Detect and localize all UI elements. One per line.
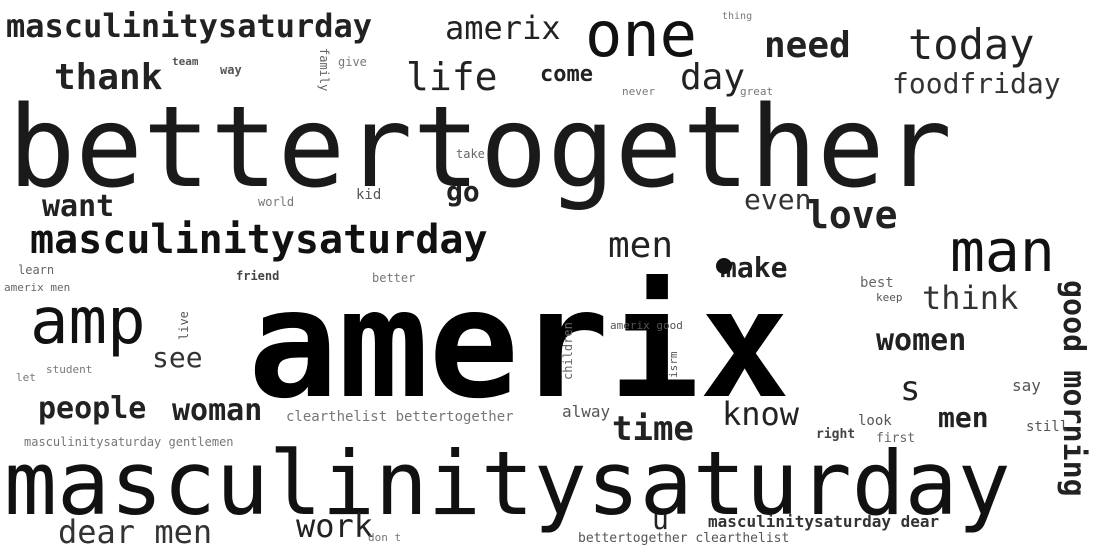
word-dont: don t bbox=[368, 531, 402, 544]
word-team: team bbox=[172, 55, 199, 68]
word-bettertogether: bettertogether bbox=[8, 83, 953, 213]
word-men-right: men bbox=[938, 401, 989, 434]
word-people: people bbox=[38, 391, 147, 426]
word-foodfriday: foodfriday bbox=[892, 67, 1061, 100]
word-go: go bbox=[446, 175, 480, 208]
word-alway: alway bbox=[562, 402, 611, 421]
word-come: come bbox=[540, 62, 593, 87]
word-know: know bbox=[722, 395, 800, 433]
word-work: work bbox=[296, 507, 374, 545]
word-dear-men: dear men bbox=[58, 513, 213, 551]
word-best: best bbox=[860, 275, 894, 291]
word-thank: thank bbox=[54, 57, 163, 98]
word-thing: thing bbox=[722, 11, 753, 22]
word-friend: friend bbox=[236, 269, 280, 283]
word-isrm: isrm bbox=[667, 351, 680, 379]
word-even: even bbox=[744, 183, 812, 216]
word-u: u bbox=[652, 503, 669, 536]
word-amerix-large: amerix bbox=[248, 258, 790, 432]
word-let: let bbox=[16, 371, 36, 384]
word-today: today bbox=[908, 20, 1035, 69]
word-masculinitysaturday-top: masculinitysaturday bbox=[6, 7, 373, 45]
word-amp: amp bbox=[30, 285, 146, 359]
word-student: student bbox=[46, 363, 93, 376]
word-live: live bbox=[177, 311, 191, 340]
word-women: women bbox=[876, 323, 967, 358]
word-men-mid: men bbox=[608, 225, 674, 266]
word-bettertogether-clearthelist: bettertogether clearthelist bbox=[578, 531, 790, 546]
word-amerix-top: amerix bbox=[445, 9, 561, 47]
word-time: time bbox=[612, 409, 694, 449]
word-clearthelist-bettertogether: clearthelist bettertogether bbox=[286, 409, 514, 425]
word-masculinitysaturday-mid: masculinitysaturday bbox=[30, 217, 488, 263]
word-give: give bbox=[338, 55, 367, 69]
word-still: still bbox=[1026, 419, 1069, 435]
word-learn: learn bbox=[18, 263, 55, 277]
word-one: one bbox=[585, 0, 697, 71]
word-way: way bbox=[220, 63, 242, 77]
word-see: see bbox=[152, 341, 203, 374]
word-masculinitysaturday-large: masculinitysaturday bbox=[4, 432, 1011, 535]
word-family: family bbox=[317, 48, 331, 92]
word-look: look bbox=[858, 413, 892, 429]
word-amerix-good: amerix good bbox=[610, 319, 683, 332]
bullet-dot bbox=[716, 258, 732, 274]
word-children: children bbox=[561, 322, 575, 380]
word-life: life bbox=[406, 55, 498, 99]
word-love: love bbox=[806, 193, 898, 237]
word-kid: kid bbox=[356, 187, 382, 203]
word-masculinitysaturday-dear: masculinitysaturday dear bbox=[708, 512, 940, 531]
word-amerix-men: amerix men bbox=[4, 281, 71, 294]
word-good-morning: good morning bbox=[1056, 280, 1091, 497]
word-need: need bbox=[764, 25, 851, 66]
word-great: great bbox=[740, 85, 774, 98]
word-day: day bbox=[680, 57, 746, 98]
word-right: right bbox=[816, 427, 856, 442]
word-take: take bbox=[456, 147, 485, 161]
word-masculinitysaturday-gentlemen: masculinitysaturday gentlemen bbox=[24, 435, 234, 449]
word-first: first bbox=[876, 431, 916, 446]
word-think: think bbox=[922, 279, 1019, 317]
word-say: say bbox=[1012, 376, 1041, 395]
word-never: never bbox=[622, 85, 656, 98]
word-world: world bbox=[258, 195, 295, 209]
word-better: better bbox=[372, 271, 416, 285]
word-keep: keep bbox=[876, 291, 903, 304]
word-woman: woman bbox=[172, 393, 263, 428]
word-s: s bbox=[900, 369, 921, 409]
word-man: man bbox=[950, 217, 1055, 285]
word-want: want bbox=[42, 189, 115, 224]
